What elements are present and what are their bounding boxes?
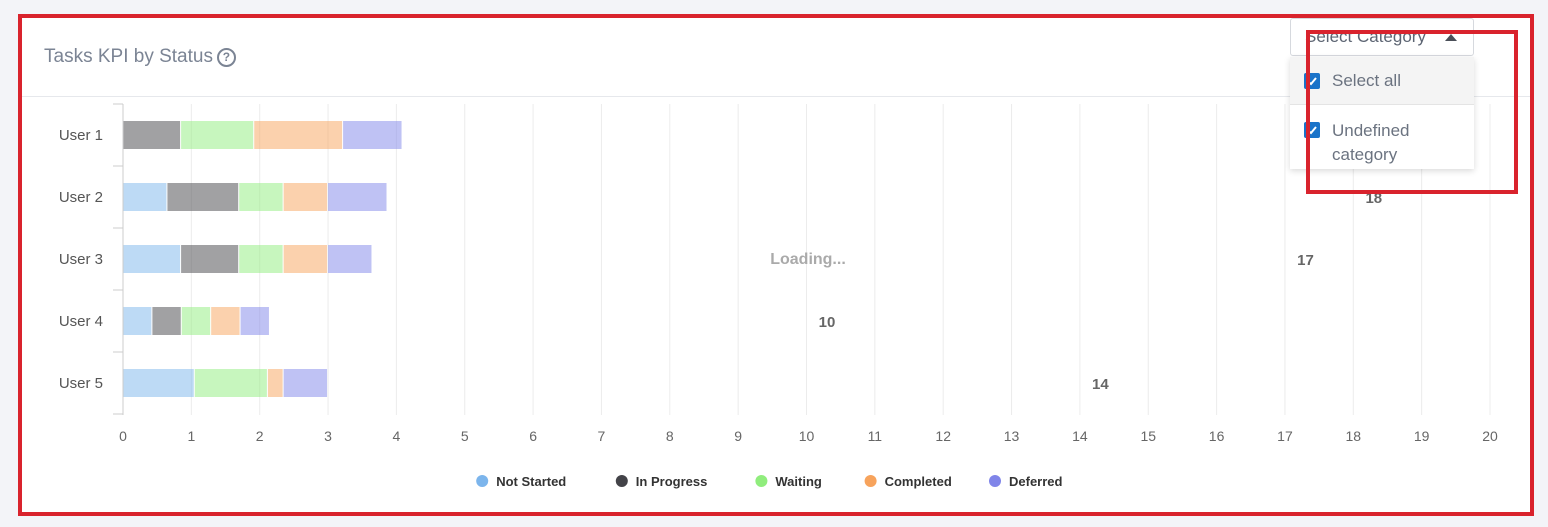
loading-label: Loading...	[770, 251, 846, 268]
x-tick-label: 0	[119, 428, 127, 444]
bar-segment	[123, 369, 194, 397]
legend-marker	[989, 475, 1001, 487]
bar-segment	[283, 183, 328, 211]
x-tick-label: 17	[1277, 428, 1293, 444]
option-label-line-1: Undefined	[1332, 121, 1410, 140]
bar-segment	[181, 245, 239, 273]
y-category-label: User 2	[59, 189, 103, 206]
x-tick-label: 18	[1346, 428, 1362, 444]
bar-segment	[167, 183, 239, 211]
bar-segment	[123, 183, 167, 211]
bar-segment	[239, 183, 283, 211]
data-label: 18	[1365, 190, 1382, 207]
bar-segment	[343, 121, 402, 149]
chart-annotations: 18 17 10 14	[819, 190, 1382, 393]
bar-segment	[254, 121, 343, 149]
bar-segment	[181, 307, 211, 335]
y-category-label: User 3	[59, 251, 103, 268]
legend-marker	[615, 475, 628, 487]
data-label: 17	[1297, 252, 1314, 269]
x-tick-label: 15	[1140, 428, 1156, 444]
bar-segment	[211, 307, 240, 335]
bar-segment	[239, 245, 283, 273]
card-title: Tasks KPI by Status ?	[44, 46, 236, 68]
x-tick-label: 4	[393, 428, 401, 444]
checkbox-checked-icon[interactable]	[1304, 122, 1320, 138]
option-select-all[interactable]: Select all	[1290, 57, 1474, 105]
chart-grid	[190, 104, 1491, 415]
legend-label: In Progress	[636, 474, 708, 489]
x-tick-label: 3	[324, 428, 332, 444]
category-dropdown: Select all Undefined category	[1290, 57, 1474, 169]
category-select-label: Select Category	[1305, 27, 1426, 46]
x-tick-label: 13	[1004, 428, 1020, 444]
option-label: Undefined category	[1332, 119, 1410, 167]
legend-label: Deferred	[1009, 474, 1063, 489]
bar-segment	[283, 369, 328, 397]
y-category-label: User 1	[59, 127, 103, 144]
category-select[interactable]: Select Category	[1290, 18, 1474, 56]
option-label-line-2: category	[1332, 145, 1398, 164]
bar-segment	[328, 245, 372, 273]
x-tick-label: 5	[461, 428, 469, 444]
x-tick-label: 12	[935, 428, 951, 444]
bar-segment	[267, 369, 283, 397]
x-tick-label: 11	[868, 428, 883, 444]
x-tick-label: 20	[1482, 428, 1498, 444]
legend-label: Not Started	[496, 474, 566, 489]
legend-marker	[864, 475, 877, 487]
caret-up-icon[interactable]	[1445, 33, 1457, 41]
legend-marker	[476, 475, 489, 487]
bar-segment	[181, 121, 254, 149]
x-tick-label: 7	[598, 428, 606, 444]
x-tick-label: 6	[529, 428, 537, 444]
x-tick-label: 19	[1414, 428, 1430, 444]
legend-label: Completed	[885, 474, 952, 489]
x-tick-label: 8	[666, 428, 674, 444]
bar-segment	[123, 307, 152, 335]
option-label: Select all	[1332, 70, 1401, 90]
card-title-text: Tasks KPI by Status	[44, 46, 213, 67]
legend-marker	[755, 475, 768, 487]
y-category-label: User 5	[59, 375, 103, 392]
bar-segment	[123, 245, 181, 273]
checkbox-checked-icon[interactable]	[1304, 72, 1320, 89]
bar-segment	[194, 369, 267, 397]
x-tick-label: 1	[187, 428, 195, 444]
bar-segment	[328, 183, 387, 211]
x-tick-label: 2	[256, 428, 264, 444]
bar-segment	[152, 307, 181, 335]
data-label: 14	[1092, 376, 1109, 393]
x-tick-label: 10	[799, 428, 815, 444]
x-tick-label: 14	[1072, 428, 1088, 444]
x-tick-label: 16	[1209, 428, 1225, 444]
bar-segment	[123, 121, 181, 149]
bar-segment	[240, 307, 269, 335]
legend-label: Waiting	[775, 474, 822, 489]
card-header: Tasks KPI by Status ?	[22, 18, 1530, 97]
chart-legend: Not Started In Progress Waiting Completed De…	[476, 474, 1063, 489]
data-label: 10	[819, 314, 836, 331]
bar-segment	[283, 245, 328, 273]
option-undefined-category[interactable]: Undefined category	[1290, 105, 1474, 167]
x-tick-label: 9	[734, 428, 742, 444]
chart-bars	[123, 121, 402, 397]
y-category-label: User 4	[59, 313, 103, 330]
question-circle-icon[interactable]: ?	[216, 47, 236, 67]
